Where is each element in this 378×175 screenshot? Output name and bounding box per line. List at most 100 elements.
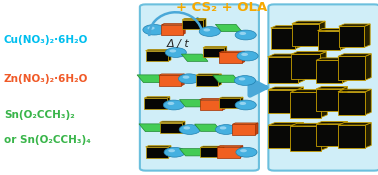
Polygon shape	[318, 31, 340, 50]
Polygon shape	[167, 97, 170, 108]
Polygon shape	[316, 121, 347, 124]
Polygon shape	[161, 25, 183, 35]
Polygon shape	[224, 46, 227, 57]
Polygon shape	[291, 54, 320, 79]
Polygon shape	[268, 90, 297, 113]
Text: Sn(O₂CCH₃)₂: Sn(O₂CCH₃)₂	[4, 110, 74, 121]
Polygon shape	[271, 26, 300, 28]
Polygon shape	[146, 146, 171, 147]
Circle shape	[235, 30, 256, 40]
Polygon shape	[222, 146, 224, 157]
Polygon shape	[146, 49, 171, 51]
Polygon shape	[195, 124, 221, 131]
Text: Cu(NO₃)₂·6H₂O: Cu(NO₃)₂·6H₂O	[4, 35, 88, 45]
Polygon shape	[160, 122, 182, 133]
Circle shape	[199, 27, 220, 36]
Polygon shape	[338, 54, 371, 56]
Polygon shape	[232, 124, 255, 135]
Circle shape	[169, 49, 176, 52]
Polygon shape	[268, 123, 304, 125]
Circle shape	[179, 125, 200, 134]
Circle shape	[203, 28, 210, 32]
Text: or Sn(O₂CCH₃)₄: or Sn(O₂CCH₃)₄	[4, 135, 90, 145]
Polygon shape	[297, 87, 304, 113]
Circle shape	[239, 77, 245, 80]
Polygon shape	[364, 24, 370, 47]
Polygon shape	[338, 92, 365, 115]
Polygon shape	[232, 123, 258, 124]
Polygon shape	[181, 74, 184, 86]
Polygon shape	[290, 92, 321, 118]
Polygon shape	[160, 121, 185, 122]
Polygon shape	[295, 26, 300, 49]
Polygon shape	[342, 58, 347, 83]
Circle shape	[143, 25, 166, 35]
Polygon shape	[222, 98, 225, 110]
Polygon shape	[290, 90, 327, 92]
Polygon shape	[218, 74, 222, 86]
Polygon shape	[292, 24, 319, 46]
Circle shape	[183, 126, 190, 130]
Polygon shape	[321, 123, 327, 150]
Polygon shape	[159, 75, 181, 86]
Polygon shape	[181, 54, 208, 61]
Polygon shape	[298, 54, 305, 83]
Polygon shape	[339, 26, 364, 47]
Polygon shape	[338, 123, 371, 125]
Circle shape	[165, 48, 186, 57]
Polygon shape	[338, 125, 365, 148]
Polygon shape	[365, 89, 371, 115]
Polygon shape	[219, 51, 245, 52]
FancyBboxPatch shape	[268, 4, 378, 171]
Polygon shape	[200, 98, 225, 100]
Polygon shape	[168, 49, 171, 61]
Circle shape	[239, 32, 246, 35]
Polygon shape	[338, 89, 371, 92]
Polygon shape	[196, 75, 218, 86]
Polygon shape	[340, 29, 345, 50]
Polygon shape	[255, 123, 258, 135]
Circle shape	[239, 102, 246, 105]
Polygon shape	[161, 24, 185, 25]
Polygon shape	[292, 21, 325, 24]
Polygon shape	[182, 20, 203, 29]
Text: Δ / t: Δ / t	[166, 39, 189, 49]
Circle shape	[164, 147, 185, 157]
Polygon shape	[146, 147, 168, 158]
Polygon shape	[196, 74, 222, 75]
Circle shape	[178, 74, 200, 84]
Polygon shape	[182, 18, 206, 20]
Polygon shape	[219, 98, 240, 108]
FancyBboxPatch shape	[140, 4, 259, 171]
Polygon shape	[268, 57, 298, 83]
Circle shape	[147, 26, 155, 30]
Polygon shape	[268, 125, 297, 148]
Polygon shape	[215, 24, 242, 32]
Circle shape	[236, 147, 257, 157]
Polygon shape	[139, 124, 167, 132]
Polygon shape	[242, 51, 245, 63]
Circle shape	[237, 51, 258, 61]
Polygon shape	[365, 123, 371, 148]
Polygon shape	[291, 52, 326, 54]
Polygon shape	[137, 75, 165, 83]
Polygon shape	[217, 146, 243, 147]
Polygon shape	[182, 121, 185, 133]
Polygon shape	[159, 74, 184, 75]
Polygon shape	[365, 54, 371, 80]
Polygon shape	[213, 75, 239, 82]
Polygon shape	[168, 146, 171, 158]
Polygon shape	[144, 98, 167, 108]
Polygon shape	[183, 24, 185, 35]
Polygon shape	[316, 60, 342, 83]
Polygon shape	[320, 52, 326, 79]
Circle shape	[167, 102, 174, 105]
Polygon shape	[297, 123, 304, 148]
Polygon shape	[217, 147, 240, 158]
Text: Zn(NO₃)₂·6H₂O: Zn(NO₃)₂·6H₂O	[4, 74, 88, 84]
Polygon shape	[316, 86, 347, 89]
Polygon shape	[180, 100, 206, 107]
Polygon shape	[203, 46, 227, 48]
Polygon shape	[318, 29, 345, 31]
Circle shape	[235, 100, 256, 110]
